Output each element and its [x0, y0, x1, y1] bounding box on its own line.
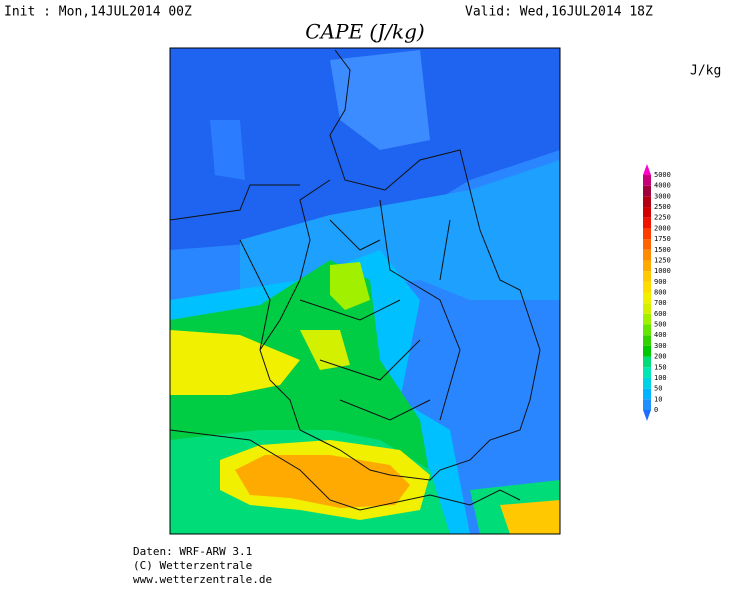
colorbar-segment — [643, 260, 651, 272]
colorbar-segment — [643, 281, 651, 293]
colorbar-segment — [643, 271, 651, 282]
colorbar-label: 2000 — [654, 224, 671, 232]
colorbar-label: 10 — [654, 395, 662, 403]
colorbar-segment — [643, 345, 651, 357]
footer-line: Daten: WRF-ARW 3.1 — [133, 545, 252, 558]
colorbar-segment — [643, 196, 651, 208]
map-title: CAPE (J/kg) — [305, 20, 424, 44]
colorbar-segment — [643, 207, 651, 218]
colorbar-label: 800 — [654, 289, 667, 297]
colorbar-label: 700 — [654, 299, 667, 307]
footer-line: www.wetterzentrale.de — [133, 573, 272, 585]
colorbar-segment — [643, 175, 651, 186]
colorbar-label: 150 — [654, 363, 667, 371]
colorbar-tip — [643, 410, 651, 421]
colorbar-label: 300 — [654, 342, 667, 350]
colorbar-segment — [643, 249, 651, 261]
unit-label: J/kg — [690, 64, 721, 79]
colorbar-label: 5000 — [654, 171, 671, 179]
colorbar-label: 1250 — [654, 256, 671, 264]
colorbar-label: 900 — [654, 278, 667, 286]
colorbar-segment — [643, 377, 651, 389]
colorbar-label: 50 — [654, 385, 662, 393]
colorbar-label: 1750 — [654, 235, 671, 243]
colorbar-segment — [643, 399, 651, 410]
colorbar-segment — [643, 313, 651, 325]
colorbar-label: 2500 — [654, 203, 671, 211]
colorbar-segment — [643, 217, 651, 229]
colorbar-segment — [643, 367, 651, 378]
colorbar-segment — [643, 356, 651, 368]
init-time: Init : Mon,14JUL2014 00Z — [4, 5, 192, 20]
colorbar-label: 0 — [654, 406, 658, 414]
colorbar-segment — [643, 239, 651, 250]
colorbar-segment — [643, 388, 651, 400]
map — [169, 47, 561, 535]
colorbar-segment — [643, 185, 651, 197]
colorbar-label: 500 — [654, 321, 667, 329]
colorbar-segment — [643, 228, 651, 240]
colorbar-segment — [643, 303, 651, 314]
footer-line: (C) Wetterzentrale — [133, 559, 252, 572]
colorbar-label: 2250 — [654, 214, 671, 222]
valid-time: Valid: Wed,16JUL2014 18Z — [465, 5, 653, 20]
colorbar-label: 1500 — [654, 246, 671, 254]
colorbar-label: 1000 — [654, 267, 671, 275]
colorbar-label: 3000 — [654, 192, 671, 200]
colorbar-tip — [643, 164, 651, 175]
colorbar-label: 4000 — [654, 182, 671, 190]
colorbar-segment — [643, 324, 651, 336]
colorbar-segment — [643, 335, 651, 346]
colorbar-label: 200 — [654, 353, 667, 361]
colorbar-label: 400 — [654, 331, 667, 339]
colorbar-label: 600 — [654, 310, 667, 318]
colorbar: 0 10 50 100 150 200 300 400 500 600 700 800 900 1000 1… — [643, 164, 671, 421]
colorbar-label: 100 — [654, 374, 667, 382]
colorbar-segment — [643, 292, 651, 304]
